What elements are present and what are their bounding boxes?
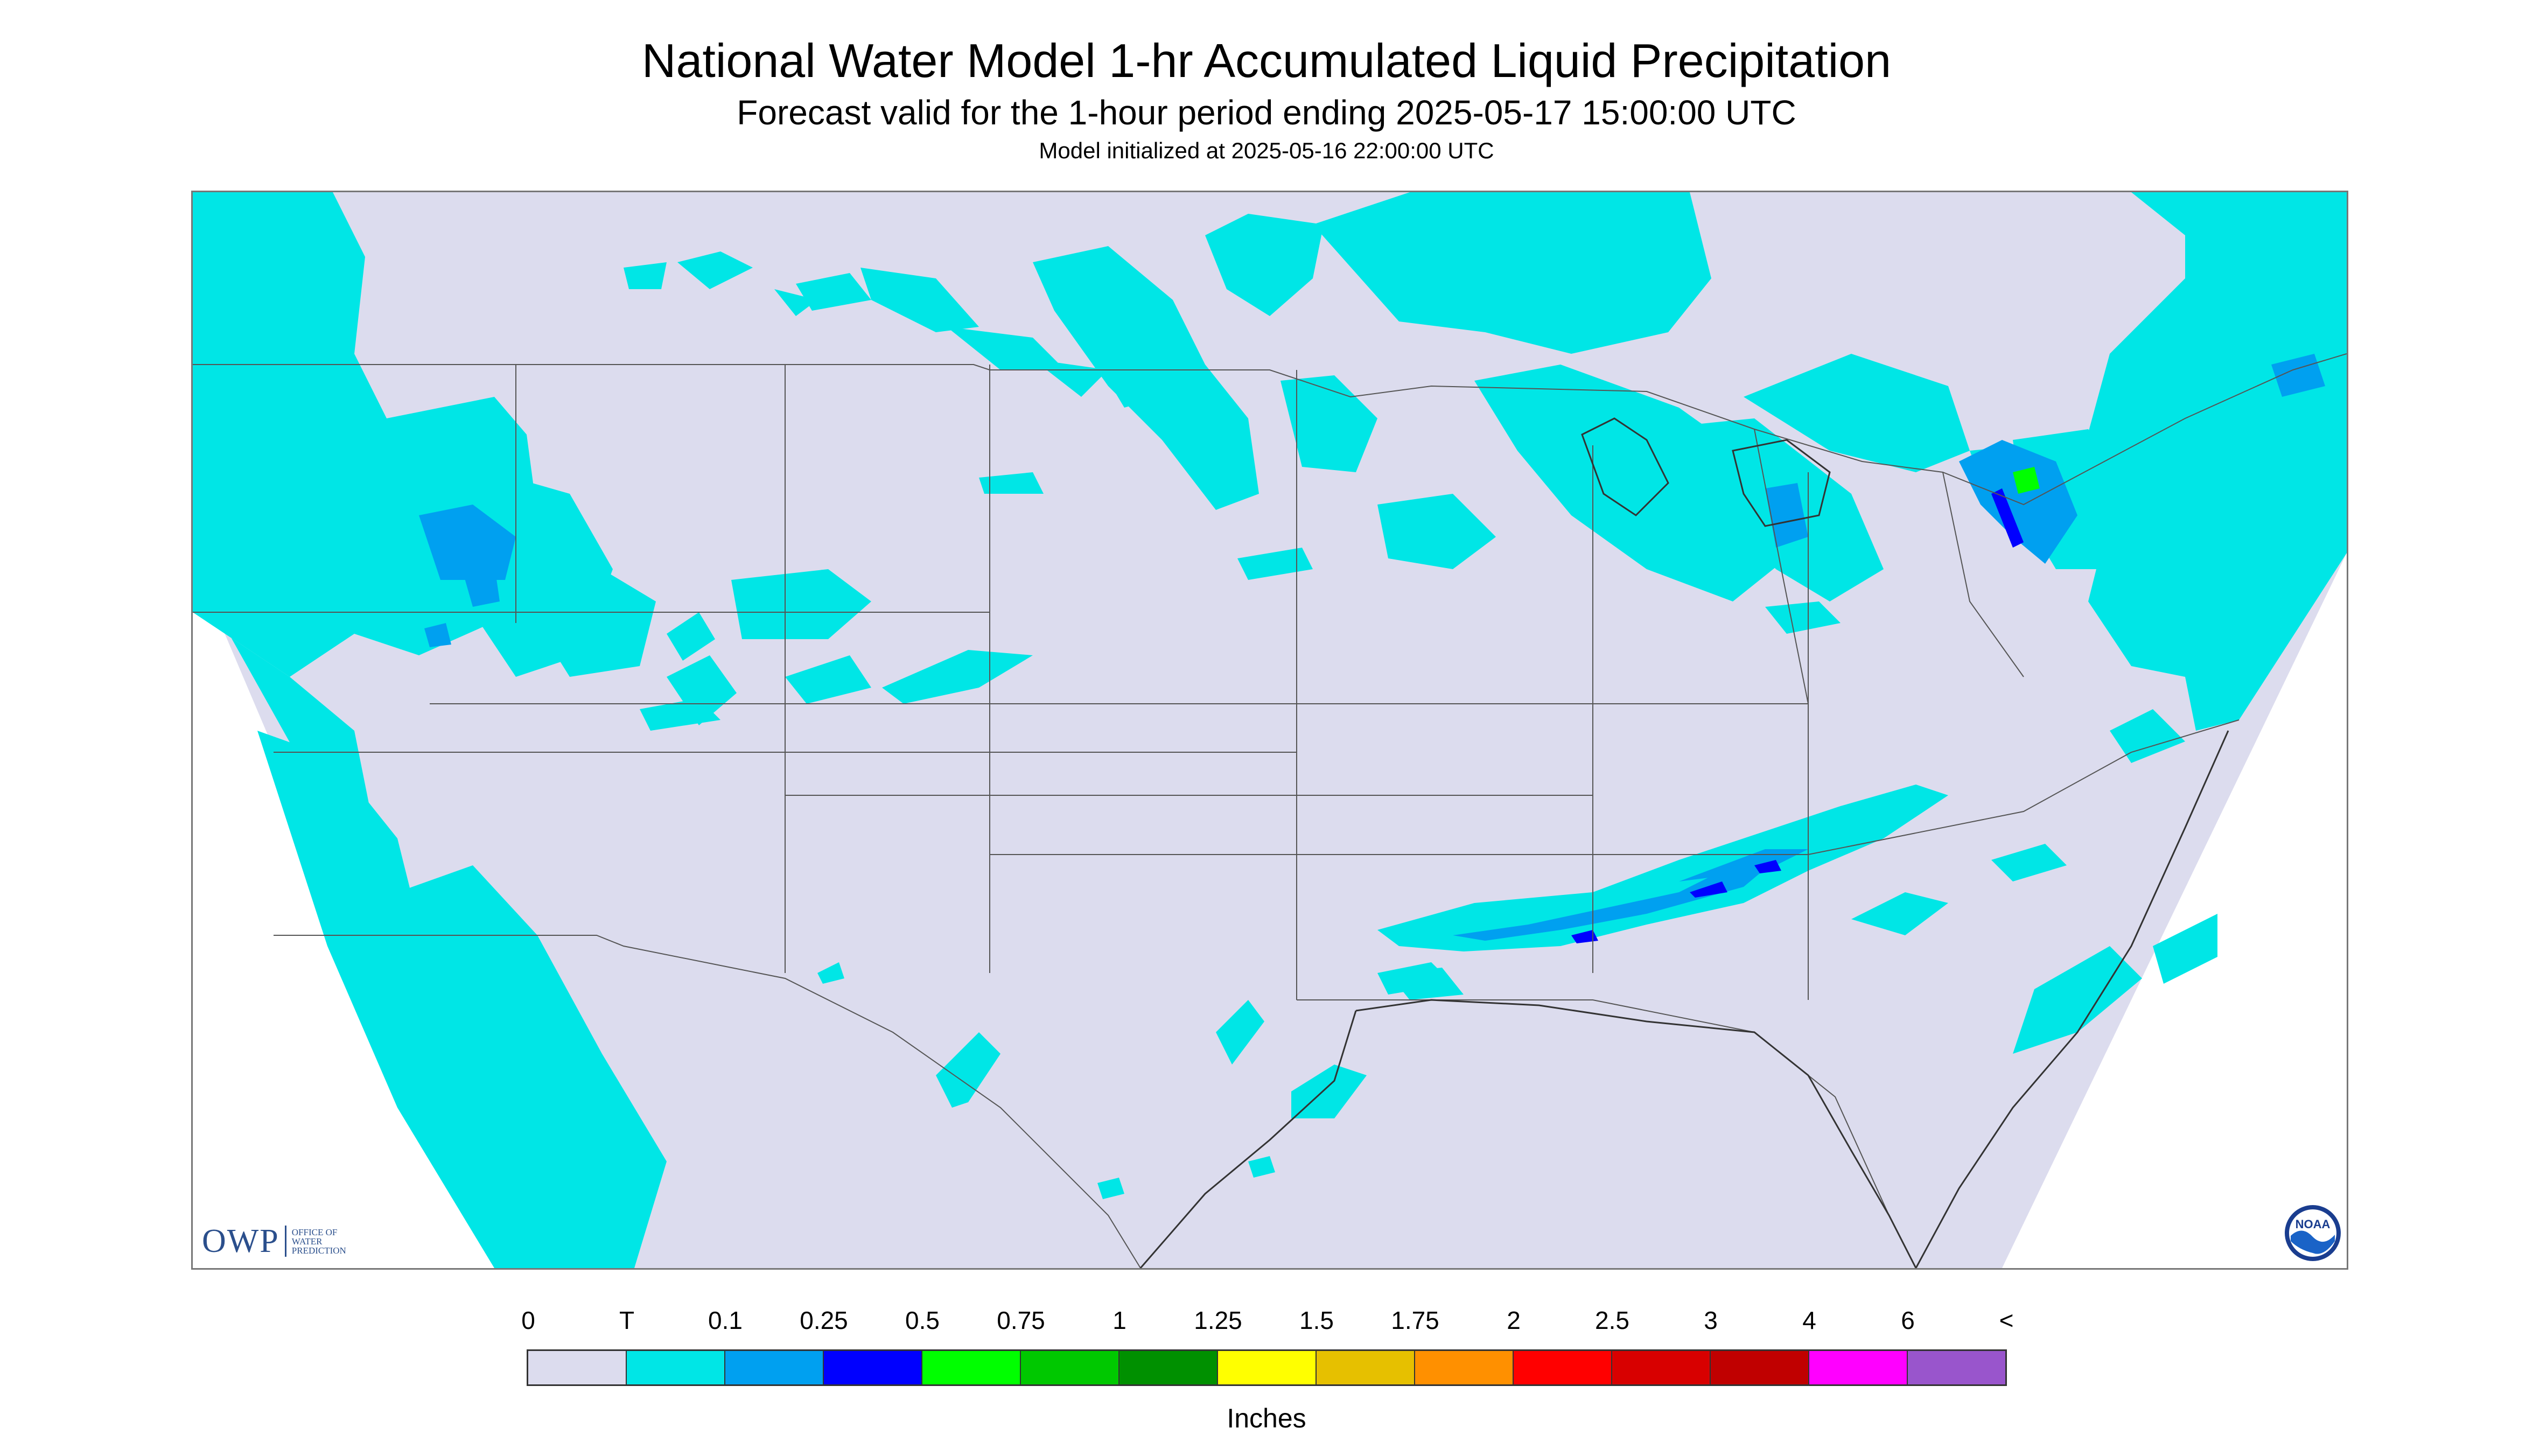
legend-label: 1.75 — [1391, 1306, 1439, 1334]
model-init-time: Model initialized at 2025-05-16 22:00:00… — [1039, 138, 1494, 163]
noaa-logo-icon: NOAA — [2285, 1205, 2341, 1261]
legend-label: 1.5 — [1299, 1306, 1334, 1334]
svg-text:NOAA: NOAA — [2296, 1217, 2331, 1231]
legend-swatch — [1612, 1351, 1711, 1384]
legend-swatch — [1119, 1351, 1218, 1384]
legend-swatch — [1711, 1351, 1809, 1384]
legend-swatch — [627, 1351, 725, 1384]
legend-swatch — [725, 1351, 824, 1384]
legend-label: 4 — [1802, 1306, 1816, 1334]
owp-logo-divider — [284, 1226, 286, 1257]
legend-label: 1 — [1112, 1306, 1126, 1334]
precip-southeast-heavy — [1453, 849, 1808, 941]
legend-label: 0.25 — [800, 1306, 848, 1334]
precip-northeast-max — [2013, 467, 2040, 494]
legend-swatch — [1809, 1351, 1908, 1384]
legend-swatch — [1908, 1351, 2005, 1384]
owp-logo: OWP OFFICE OF WATER PREDICTION — [202, 1222, 346, 1260]
map-title: National Water Model 1-hr Accumulated Li… — [641, 34, 1892, 87]
legend-swatch — [1021, 1351, 1119, 1384]
legend-label: 6 — [1901, 1306, 1915, 1334]
legend-swatch — [1415, 1351, 1514, 1384]
precip-upper-midwest — [1033, 192, 1970, 634]
legend-swatch — [528, 1351, 627, 1384]
precip-northeast-blue — [1991, 488, 2024, 548]
precip-texas-gulf — [817, 962, 1464, 1199]
precip-northeast — [1970, 192, 2347, 763]
legend-swatch — [824, 1351, 922, 1384]
legend-label: T — [619, 1306, 635, 1334]
legend-units: Inches — [1227, 1403, 1306, 1433]
legend-label: 0.1 — [708, 1306, 743, 1334]
legend-label: < — [1999, 1306, 2014, 1334]
precip-west-heavy — [419, 505, 516, 647]
map-canvas — [193, 192, 2347, 1268]
legend-label: 2.5 — [1595, 1306, 1629, 1334]
legend-color-bar — [527, 1349, 2007, 1386]
coastlines — [1139, 417, 2229, 1268]
legend-label: 1.25 — [1194, 1306, 1242, 1334]
legend-label: 0 — [521, 1306, 535, 1334]
map-subtitle: Forecast valid for the 1-hour period end… — [737, 93, 1796, 132]
legend-label: 0.75 — [997, 1306, 1045, 1334]
legend-label: 2 — [1507, 1306, 1521, 1334]
legend-labels: 0 T 0.1 0.25 0.5 0.75 1 1.25 1.5 1.75 2 2.5 3 4 6 < — [0, 1306, 2533, 1338]
owp-logo-text: OWP — [202, 1222, 279, 1259]
owp-logo-subtext: OFFICE OF WATER PREDICTION — [291, 1227, 346, 1256]
legend-label: 3 — [1704, 1306, 1718, 1334]
precipitation-map[interactable] — [191, 191, 2348, 1270]
precip-southeast-blue — [1571, 860, 1781, 943]
legend-swatch — [1218, 1351, 1317, 1384]
legend-label: 0.5 — [905, 1306, 940, 1334]
legend-swatch — [1317, 1351, 1415, 1384]
legend-swatch — [1514, 1351, 1612, 1384]
legend-swatch — [922, 1351, 1021, 1384]
